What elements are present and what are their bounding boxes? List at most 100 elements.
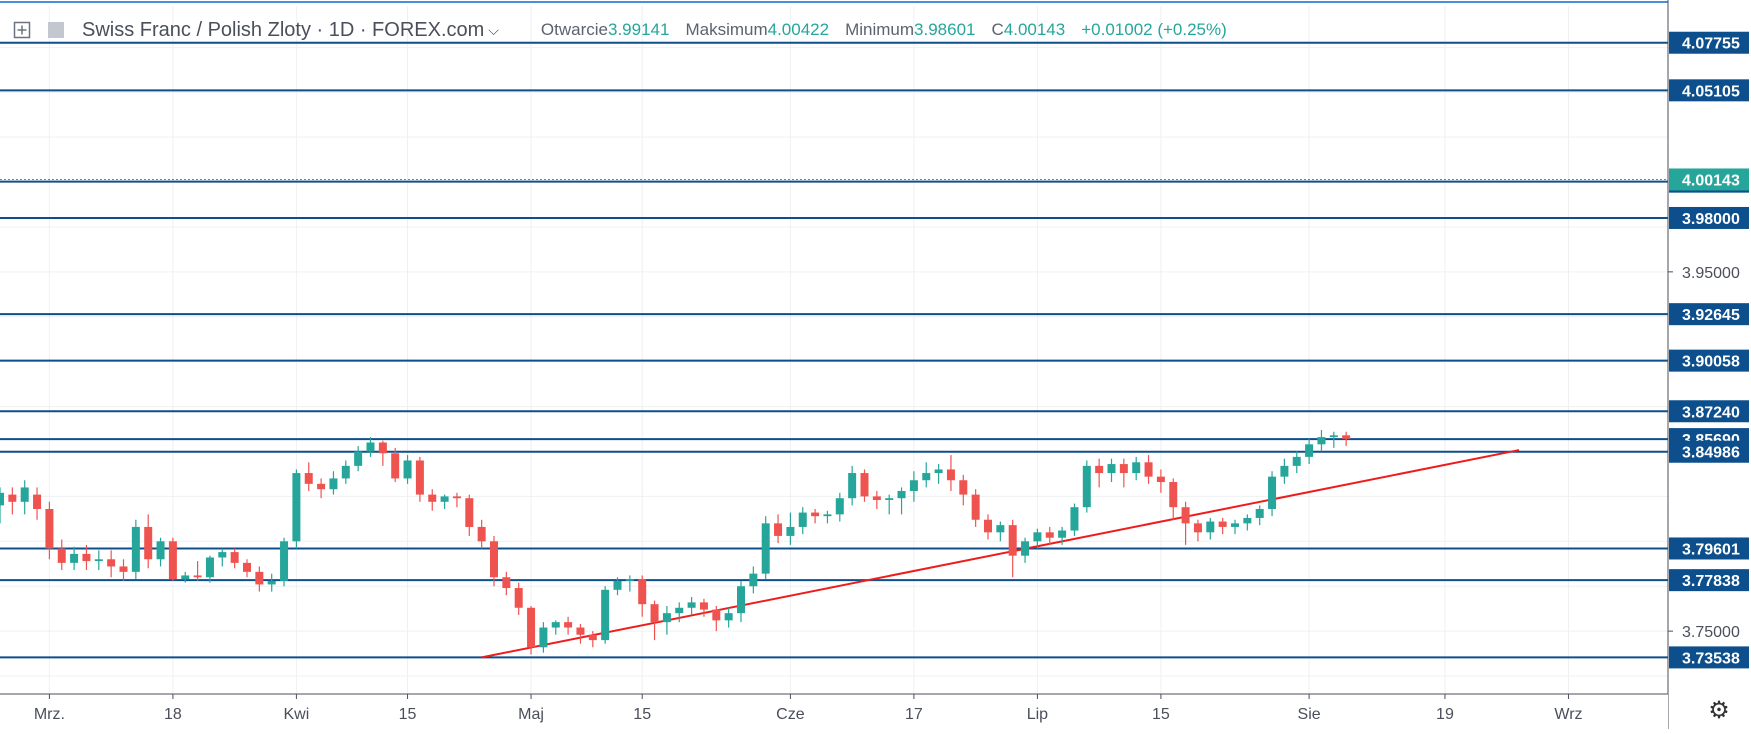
- candle-body: [1280, 465, 1289, 477]
- level-price-label: 3.90058: [1682, 354, 1740, 371]
- candle-body: [440, 496, 449, 502]
- candle-body: [934, 469, 943, 474]
- price-axis-tick-label: 3.95000: [1682, 265, 1740, 282]
- candle-body: [502, 577, 511, 589]
- candle-body: [1156, 476, 1165, 483]
- candle-body: [1255, 508, 1264, 518]
- time-axis-tick-label: Cze: [776, 706, 805, 723]
- candle-body: [527, 607, 536, 648]
- close-label: C: [991, 20, 1004, 39]
- candle-body: [613, 580, 622, 590]
- candle-body: [267, 580, 276, 585]
- candle-body: [1243, 517, 1252, 524]
- candle-body: [675, 607, 684, 614]
- candle-body: [57, 548, 66, 563]
- candle-body: [835, 498, 844, 515]
- candle-body: [144, 526, 153, 560]
- open-value: 3.99141: [608, 20, 670, 39]
- candle-body: [366, 442, 375, 452]
- candle-body: [1021, 541, 1030, 556]
- time-axis-tick-label: 18: [164, 706, 182, 723]
- candle-body: [82, 553, 91, 562]
- candle-body: [8, 494, 17, 502]
- level-price-badge: [1669, 303, 1749, 326]
- support-trendline: [481, 449, 1520, 659]
- time-axis-tick-label: Maj: [518, 706, 544, 723]
- candle-body: [1045, 532, 1054, 538]
- candle-body: [551, 622, 560, 628]
- candle-body: [292, 473, 301, 542]
- level-price-label: 4.05105: [1682, 83, 1740, 100]
- high-value: 4.00422: [767, 20, 830, 39]
- candle-body: [107, 559, 116, 567]
- low-label: Minimum: [845, 20, 915, 39]
- candle-body: [1342, 435, 1351, 439]
- candle-body: [1193, 523, 1202, 533]
- candle-body: [811, 512, 820, 517]
- expand-icon[interactable]: [10, 18, 34, 42]
- level-price-badge: [1669, 646, 1749, 669]
- candle-body: [588, 634, 597, 641]
- candle-body: [897, 491, 906, 499]
- candle-body: [329, 478, 338, 490]
- time-axis-tick-label: Kwi: [284, 706, 310, 723]
- level-price-badge: [1669, 440, 1749, 463]
- chevron-down-icon[interactable]: ⌵: [488, 21, 499, 38]
- candle-body: [70, 553, 79, 563]
- gear-icon[interactable]: ⚙: [1708, 697, 1730, 724]
- level-price-badge: [1669, 31, 1749, 54]
- candle-body: [181, 575, 190, 580]
- candle-body: [1268, 476, 1277, 509]
- candle-body: [452, 496, 461, 499]
- candle-body: [798, 512, 807, 527]
- candle-body: [984, 519, 992, 533]
- candle-body: [378, 442, 387, 454]
- candle-body: [996, 525, 1005, 533]
- candle-body: [959, 480, 968, 495]
- candle-body: [638, 579, 647, 605]
- symbol-title[interactable]: Swiss Franc / Polish Zloty · 1D · FOREX.…: [82, 18, 485, 41]
- candle-body: [514, 588, 523, 608]
- candle-body: [885, 498, 894, 500]
- last-price-label: 4.00143: [1682, 172, 1740, 189]
- time-axis-tick-label: 15: [633, 706, 651, 723]
- time-axis-tick-label: 17: [905, 706, 923, 723]
- chart-legend: Swiss Franc / Polish Zloty · 1D · FOREX.…: [0, 16, 1227, 44]
- candle-body: [20, 487, 29, 502]
- candle-body: [625, 579, 634, 581]
- ohlc-readout: Otwarcie 3.99141 Maksimum 4.00422 Minimum 3…: [525, 20, 1227, 40]
- candle-body: [1218, 521, 1227, 527]
- candle-body: [168, 541, 177, 580]
- candle-body: [415, 460, 424, 495]
- candle-body: [205, 557, 214, 578]
- time-axis-tick-label: Lip: [1027, 706, 1048, 723]
- time-axis-tick-label: Mrz.: [34, 706, 65, 723]
- candle-body: [1231, 523, 1239, 527]
- candle-body: [946, 469, 955, 481]
- candle-body: [860, 473, 869, 497]
- candle-body: [94, 559, 103, 562]
- price-axis-tick-label: 3.75000: [1682, 624, 1740, 641]
- candle-body: [304, 473, 313, 484]
- candle-body: [354, 451, 363, 466]
- candle-body: [1292, 456, 1301, 466]
- level-price-label: 3.87240: [1682, 404, 1740, 421]
- candle-body: [774, 523, 783, 536]
- candle-body: [33, 494, 42, 509]
- candle-body: [1317, 437, 1326, 445]
- time-axis-tick-label: Sie: [1298, 706, 1321, 723]
- level-price-badge: [1669, 79, 1749, 102]
- candle-body: [243, 562, 251, 572]
- candle-body: [1329, 435, 1338, 438]
- candle-body: [601, 589, 610, 641]
- change-value: +0.01002 (+0.25%): [1081, 20, 1227, 39]
- candle-body: [465, 498, 474, 527]
- candle-body: [490, 541, 498, 578]
- candle-body: [341, 465, 350, 479]
- candle-body: [131, 526, 140, 572]
- symbol-square-icon: [44, 18, 68, 42]
- level-price-label: 3.98000: [1682, 211, 1740, 228]
- candle-body: [1305, 444, 1314, 457]
